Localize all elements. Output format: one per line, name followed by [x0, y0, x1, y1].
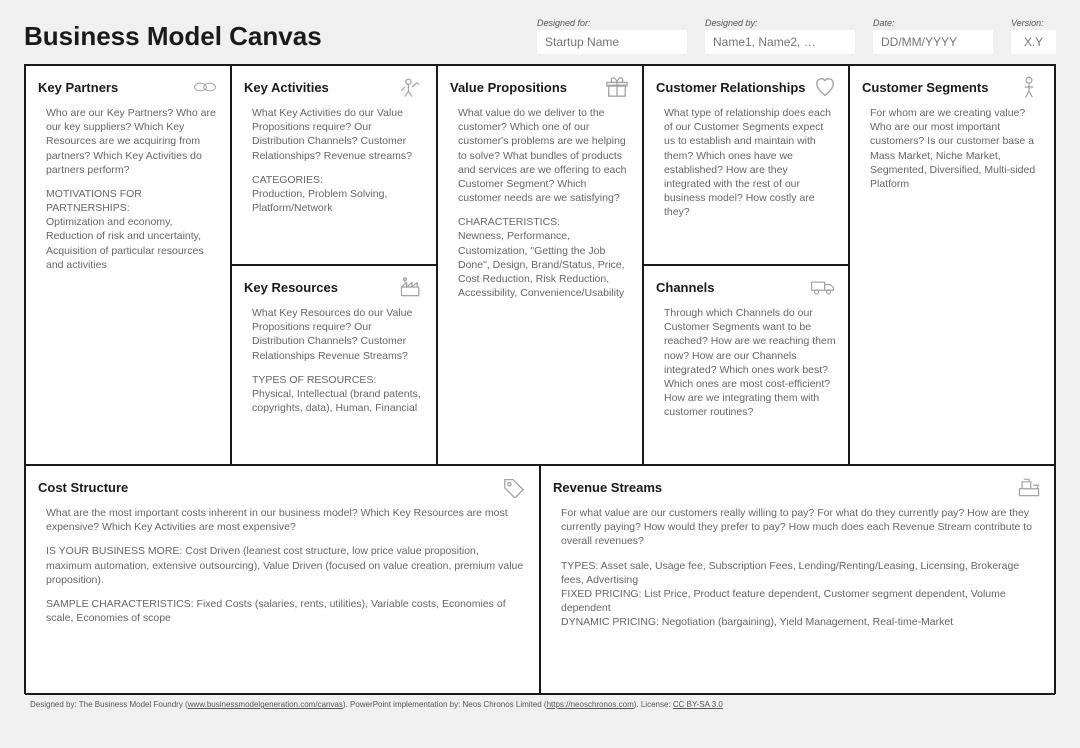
cost-structure-body: What are the most important costs inhere…: [38, 506, 527, 625]
key-partners-body: Who are our Key Partners? Who are our ke…: [38, 106, 218, 272]
designed-for-label: Designed for:: [537, 18, 687, 28]
date-field: Date:: [873, 18, 993, 54]
key-activities-body: What Key Activities do our Value Proposi…: [244, 106, 424, 215]
key-activities-title: Key Activities: [244, 80, 329, 95]
person-icon: [1016, 76, 1042, 98]
date-input[interactable]: [873, 30, 993, 54]
truck-icon: [810, 276, 836, 298]
cost-structure-cell: Cost Structure What are the most importa…: [25, 465, 540, 695]
version-field: Version:: [1011, 18, 1056, 54]
header: Business Model Canvas Designed for: Desi…: [24, 18, 1056, 54]
designed-by-input[interactable]: [705, 30, 855, 54]
key-resources-body: What Key Resources do our Value Proposit…: [244, 306, 424, 415]
customer-segments-title: Customer Segments: [862, 80, 988, 95]
customer-relationships-body: What type of relationship does each of o…: [656, 106, 836, 219]
cash-register-icon: [1016, 476, 1042, 498]
footer-link-neos[interactable]: https://neoschronos.com: [547, 700, 634, 709]
footer: Designed by: The Business Model Foundry …: [24, 700, 1056, 709]
designed-by-label: Designed by:: [705, 18, 855, 28]
footer-link-license[interactable]: CC BY-SA 3.0: [673, 700, 723, 709]
tag-icon: [501, 476, 527, 498]
customer-relationships-cell: Customer Relationships What type of rela…: [643, 65, 849, 265]
value-propositions-title: Value Propositions: [450, 80, 567, 95]
footer-link-bmg[interactable]: www.businessmodelgeneration.com/canvas: [188, 700, 343, 709]
channels-body: Through which Channels do our Customer S…: [656, 306, 836, 419]
key-activities-cell: Key Activities What Key Activities do ou…: [231, 65, 437, 265]
heart-icon: [812, 76, 838, 98]
customer-segments-cell: Customer Segments For whom are we creati…: [849, 65, 1055, 465]
designed-for-field: Designed for:: [537, 18, 687, 54]
chain-link-icon: [192, 76, 218, 98]
key-partners-title: Key Partners: [38, 80, 118, 95]
revenue-streams-title: Revenue Streams: [553, 480, 662, 495]
value-propositions-body: What value do we deliver to the customer…: [450, 106, 630, 300]
key-resources-cell: Key Resources What Key Resources do our …: [231, 265, 437, 465]
gift-icon: [604, 76, 630, 98]
factory-icon: [398, 276, 424, 298]
revenue-streams-body: For what value are our customers really …: [553, 506, 1042, 629]
date-label: Date:: [873, 18, 993, 28]
revenue-streams-cell: Revenue Streams For what value are our c…: [540, 465, 1055, 695]
channels-title: Channels: [656, 280, 715, 295]
version-label: Version:: [1011, 18, 1056, 28]
cost-structure-title: Cost Structure: [38, 480, 128, 495]
channels-cell: Channels Through which Channels do our C…: [643, 265, 849, 465]
key-partners-cell: Key Partners Who are our Key Partners? W…: [25, 65, 231, 465]
customer-relationships-title: Customer Relationships: [656, 80, 806, 95]
worker-icon: [398, 76, 424, 98]
value-propositions-cell: Value Propositions What value do we deli…: [437, 65, 643, 465]
version-input[interactable]: [1011, 30, 1056, 54]
key-resources-title: Key Resources: [244, 280, 338, 295]
customer-segments-body: For whom are we creating value? Who are …: [862, 106, 1042, 191]
business-model-canvas: Key Partners Who are our Key Partners? W…: [24, 64, 1056, 694]
page-title: Business Model Canvas: [24, 21, 519, 54]
designed-by-field: Designed by:: [705, 18, 855, 54]
designed-for-input[interactable]: [537, 30, 687, 54]
